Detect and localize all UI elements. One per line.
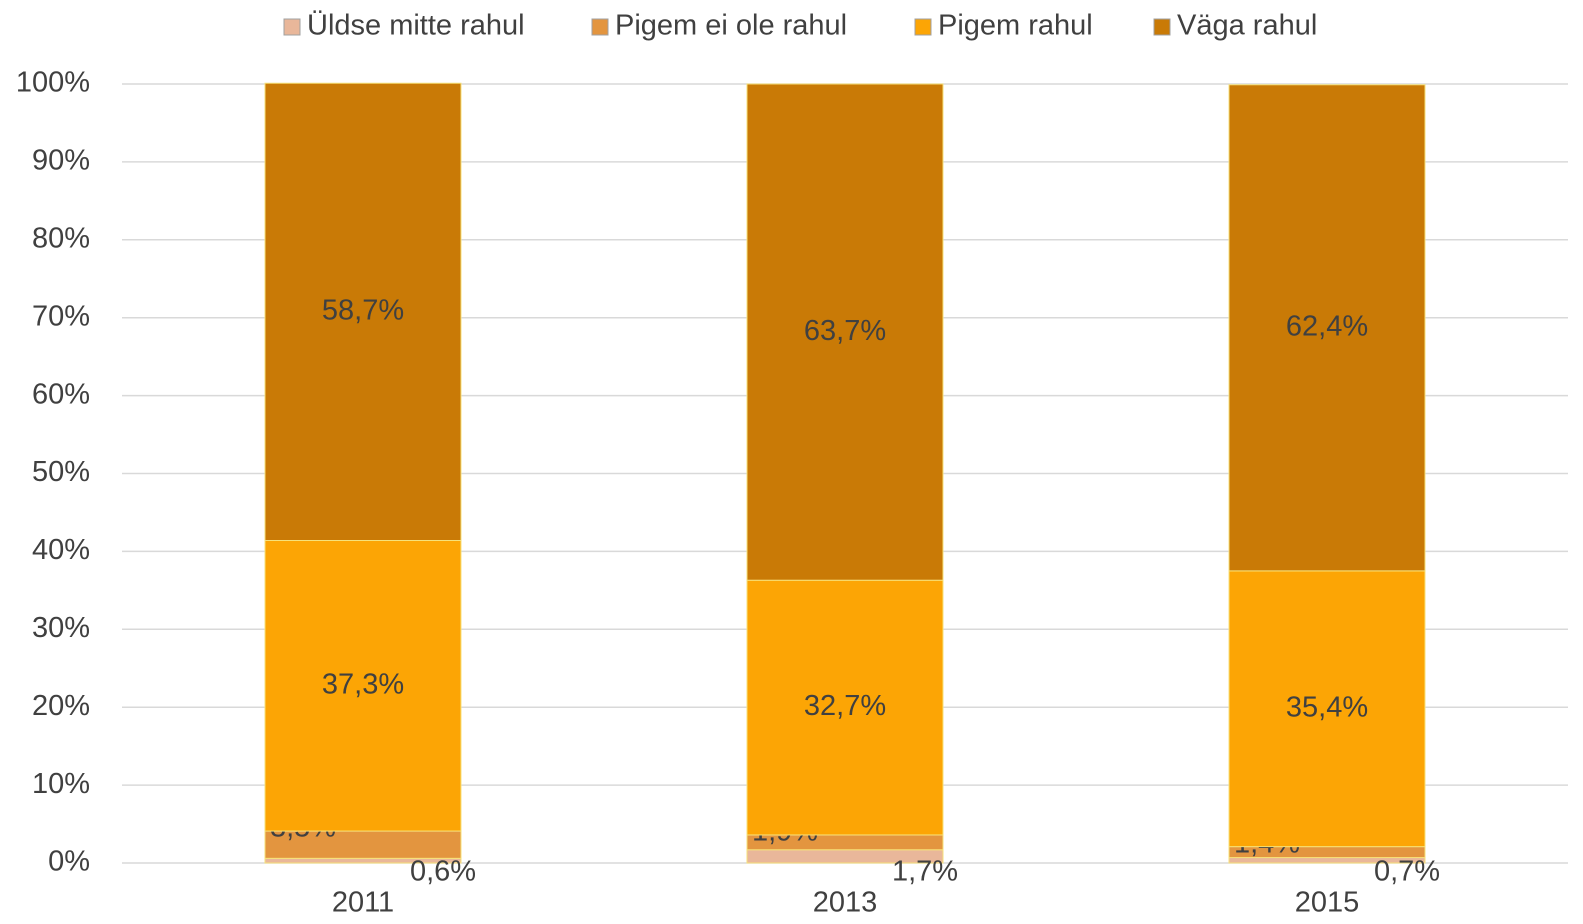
y-tick-label: 20% (32, 690, 90, 722)
legend-swatch (1153, 18, 1171, 36)
x-tick-label: 2015 (1295, 887, 1360, 919)
x-tick-label: 2011 (332, 887, 394, 919)
data-label: 1,7% (892, 856, 958, 888)
data-label: 0,7% (1374, 856, 1440, 888)
y-tick-label: 80% (32, 222, 90, 254)
bar-segment (746, 579, 944, 836)
y-tick-label: 40% (32, 534, 90, 566)
bar-segment (264, 82, 462, 541)
legend-label: Pigem ei ole rahul (615, 10, 847, 42)
bar-segment (1228, 570, 1426, 848)
data-label: 62,4% (1286, 310, 1368, 342)
y-tick-label: 70% (32, 300, 90, 332)
y-tick-label: 100% (16, 67, 90, 99)
data-label: 37,3% (322, 668, 404, 700)
data-label: 0,6% (410, 856, 476, 888)
legend-label: Pigem rahul (938, 10, 1093, 42)
data-label: 58,7% (322, 295, 404, 327)
data-label: 35,4% (1286, 691, 1368, 723)
y-tick-label: 50% (32, 456, 90, 488)
legend-label: Üldse mitte rahul (307, 10, 525, 42)
bar-segment (746, 83, 944, 581)
x-tick-label: 2013 (813, 887, 878, 919)
legend-swatch (283, 18, 301, 36)
bar-segment (264, 539, 462, 832)
data-label: 63,7% (804, 315, 886, 347)
y-tick-label: 10% (32, 768, 90, 800)
legend-swatch (914, 18, 932, 36)
data-label: 32,7% (804, 690, 886, 722)
legend-label: Väga rahul (1177, 10, 1317, 42)
bar-segment (1228, 84, 1426, 572)
legend-swatch (591, 18, 609, 36)
y-tick-label: 90% (32, 145, 90, 177)
y-tick-label: 30% (32, 612, 90, 644)
y-tick-label: 60% (32, 378, 90, 410)
y-tick-label: 0% (48, 846, 90, 878)
